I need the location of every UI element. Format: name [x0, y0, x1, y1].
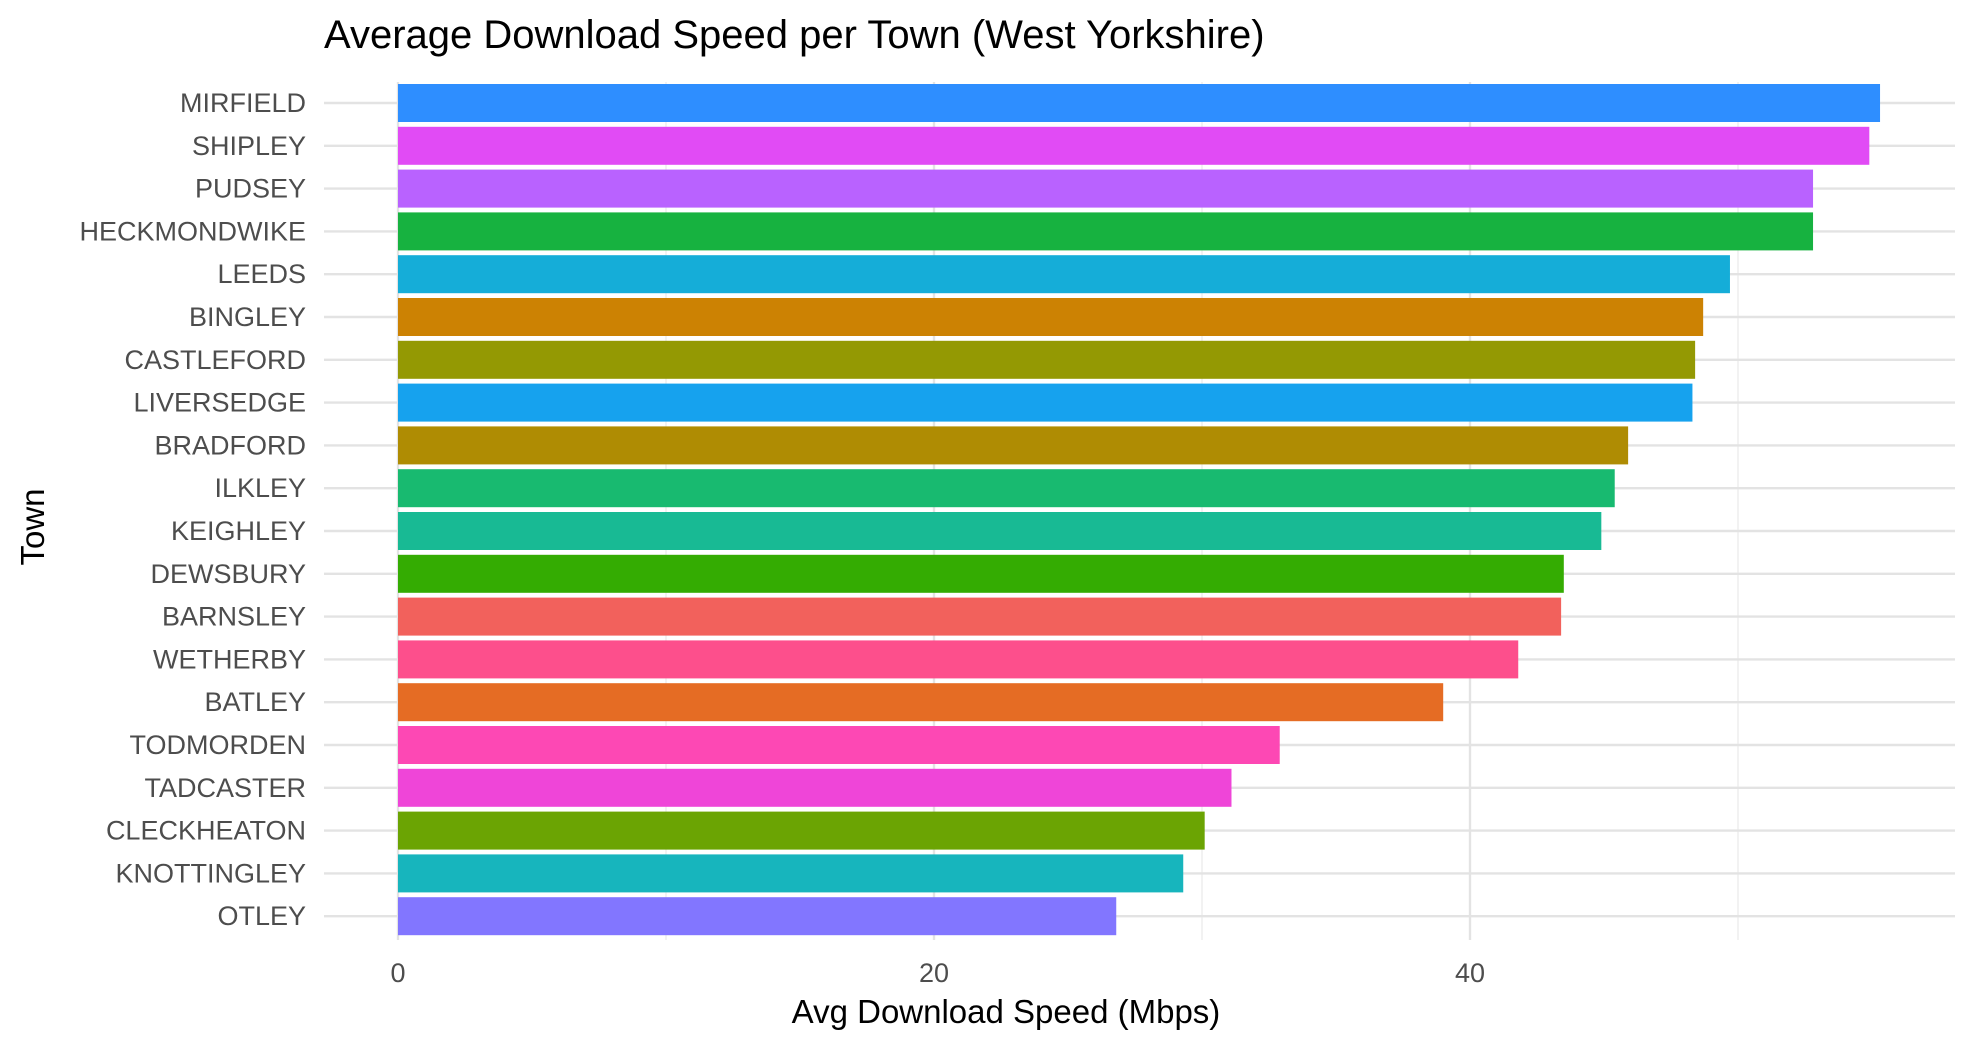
- bar-shipley: [398, 126, 1870, 165]
- bar-heckmondwike: [398, 212, 1814, 251]
- chart-title: Average Download Speed per Town (West Yo…: [324, 13, 1265, 57]
- x-tick-label: 20: [919, 958, 949, 988]
- y-axis-title: Town: [14, 488, 51, 565]
- bar-tadcaster: [398, 768, 1232, 807]
- bar-ilkley: [398, 469, 1615, 508]
- bar-todmorden: [398, 726, 1280, 764]
- x-tick-label: 40: [1455, 958, 1485, 988]
- bar-knottingley: [398, 854, 1184, 893]
- y-tick-label: ILKLEY: [214, 473, 306, 503]
- bar-pudsey: [398, 169, 1814, 208]
- bar-dewsbury: [398, 554, 1564, 593]
- y-tick-label: BRADFORD: [154, 430, 306, 460]
- bar-keighley: [398, 512, 1602, 550]
- y-tick-label: BARNSLEY: [162, 602, 306, 632]
- y-tick-label: CASTLEFORD: [124, 345, 306, 375]
- y-tick-label: KNOTTINGLEY: [115, 858, 306, 888]
- y-tick-label: DEWSBURY: [150, 559, 306, 589]
- y-tick-label: TADCASTER: [144, 773, 306, 803]
- x-tick-label: 0: [390, 958, 405, 988]
- y-tick-label: TODMORDEN: [129, 730, 306, 760]
- y-tick-label: BINGLEY: [189, 302, 306, 332]
- y-tick-label: MIRFIELD: [180, 88, 306, 118]
- bar-bingley: [398, 298, 1704, 336]
- y-tick-label: CLECKHEATON: [106, 816, 306, 846]
- bar-batley: [398, 683, 1444, 722]
- bar-mirfield: [398, 84, 1881, 122]
- bar-barnsley: [398, 597, 1562, 636]
- y-tick-labels: MIRFIELD SHIPLEY PUDSEY HECKMONDWIKE LEEDS BI…: [79, 88, 306, 931]
- y-tick-label: LIVERSEDGE: [133, 388, 306, 418]
- y-tick-label: KEIGHLEY: [171, 516, 306, 546]
- y-tick-label: HECKMONDWIKE: [79, 216, 306, 246]
- y-tick-label: PUDSEY: [195, 174, 306, 204]
- x-tick-labels: 0 20 40: [390, 958, 1485, 988]
- y-tick-label: SHIPLEY: [192, 131, 306, 161]
- y-tick-label: BATLEY: [204, 687, 306, 717]
- y-tick-label: LEEDS: [217, 259, 306, 289]
- bar-wetherby: [398, 640, 1519, 679]
- bar-cleckheaton: [398, 811, 1205, 850]
- bar-bradford: [398, 426, 1629, 465]
- bars: [398, 84, 1881, 936]
- grid: [324, 82, 1955, 940]
- bar-liversedge: [398, 383, 1693, 422]
- bar-otley: [398, 897, 1117, 936]
- bar-leeds: [398, 255, 1730, 294]
- bar-castleford: [398, 340, 1696, 379]
- y-tick-label: OTLEY: [217, 901, 306, 931]
- x-axis-title: Avg Download Speed (Mbps): [792, 993, 1221, 1030]
- y-tick-label: WETHERBY: [153, 644, 306, 674]
